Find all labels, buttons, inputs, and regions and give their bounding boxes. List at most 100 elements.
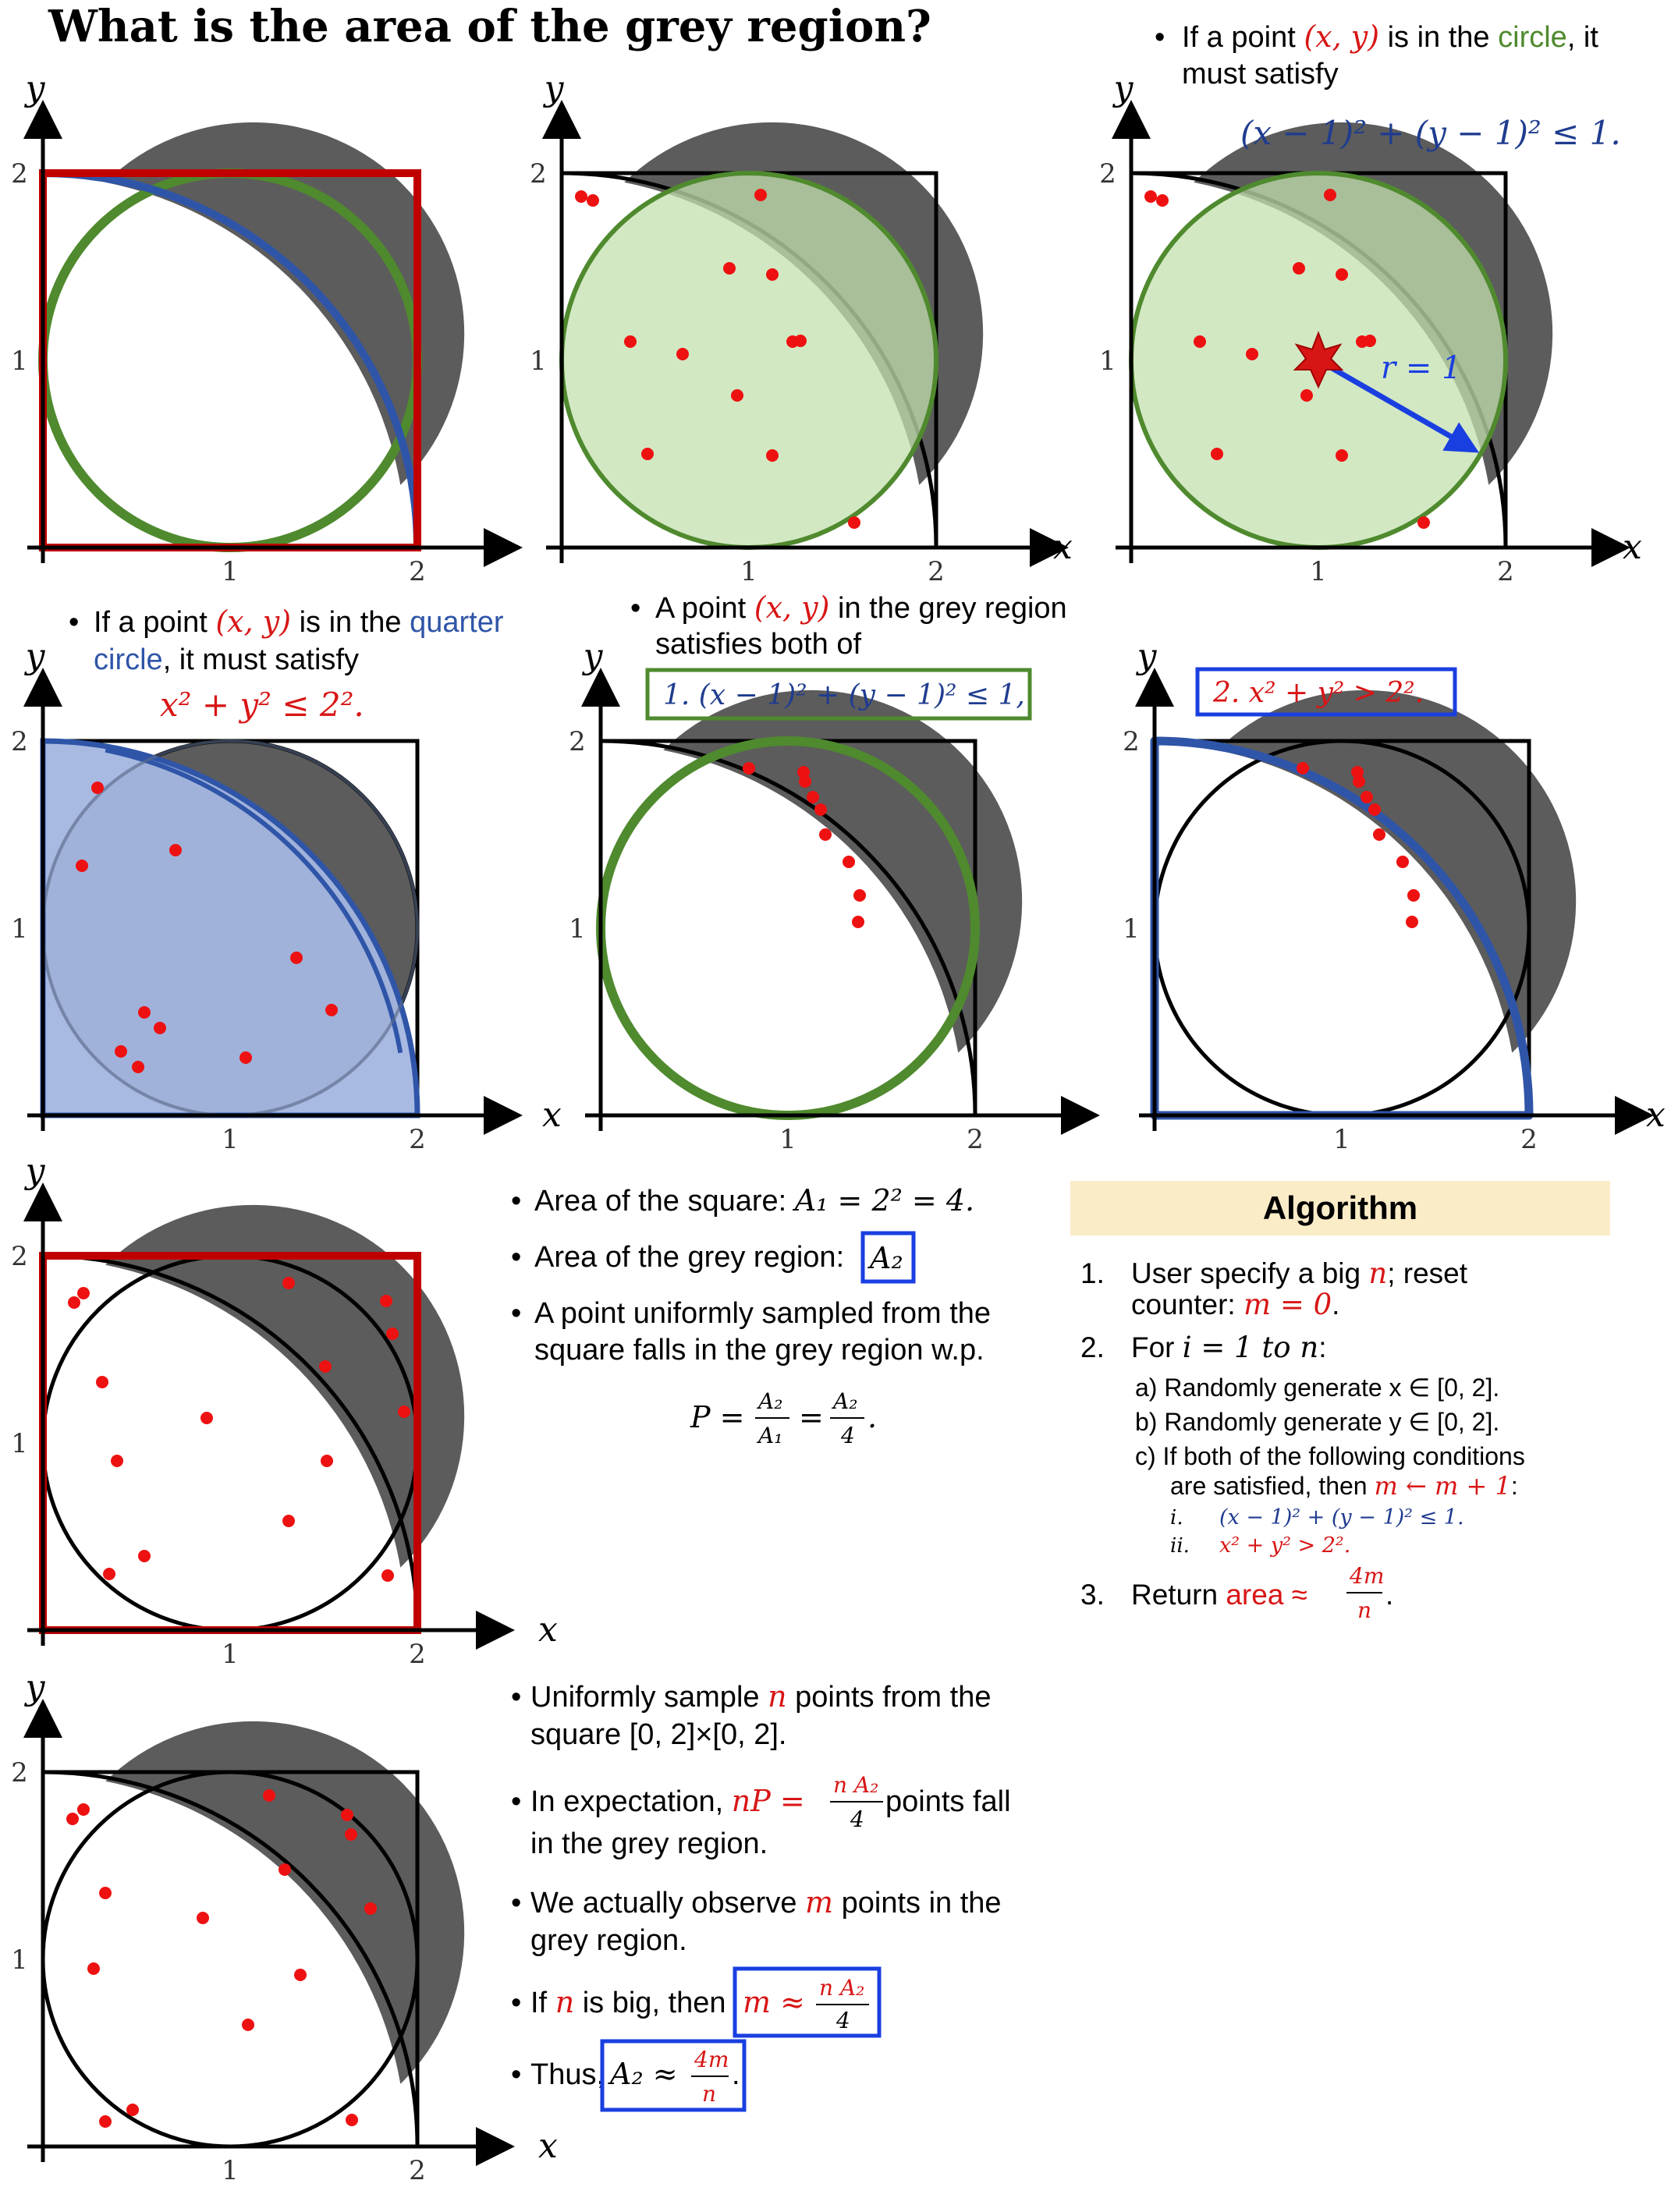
step-2b: b) Randomly generate y ∈ [0, 2].	[1135, 1408, 1499, 1436]
x-axis-label: x	[1646, 1095, 1666, 1135]
quarter-arc	[42, 1253, 420, 1631]
y-tick-label: 1	[1099, 346, 1116, 377]
center-star-icon	[1293, 331, 1344, 389]
sample-dot	[380, 1295, 392, 1307]
sample-dot	[852, 916, 864, 928]
sample-dot	[1406, 916, 1418, 928]
sample-dots	[76, 782, 338, 1073]
sample-dot	[797, 766, 810, 778]
sample-dot	[641, 448, 654, 460]
sample-dot	[799, 775, 811, 788]
step-3-end: .	[1385, 1579, 1393, 1611]
x-tick-label: 1	[222, 1639, 239, 1670]
sample-dot	[132, 1061, 144, 1073]
sample-dot	[1351, 766, 1364, 778]
cond-ii: x² + y² > 2².	[1219, 1533, 1350, 1558]
bullet-icon: •	[511, 1241, 521, 1274]
y-axis-label: y	[1112, 69, 1134, 108]
grey-region-shape	[105, 1204, 465, 1568]
step-3-number: 3.	[1080, 1579, 1105, 1611]
a2-approx: A₂ ≈	[608, 2057, 678, 2091]
sample-dots	[66, 1789, 377, 2128]
sampling-line-1: Uniformly sample n points from the	[530, 1679, 991, 1714]
p-den2: 4	[840, 1423, 855, 1448]
sample-dot	[91, 782, 104, 794]
axes-panel-8: y x 1 1 2 2	[11, 1668, 558, 2186]
sample-dot	[87, 1962, 100, 1975]
step-2-number: 2.	[1080, 1331, 1105, 1363]
bullet-icon: •	[511, 1785, 521, 1818]
x-tick-label: 1	[222, 556, 239, 587]
bullet-icon: •	[511, 1681, 521, 1714]
y-tick-label: 1	[569, 913, 586, 945]
x-tick-label: 1	[1310, 556, 1327, 587]
bullet-icon: •	[511, 1185, 521, 1218]
sample-dot	[1353, 775, 1365, 788]
x-tick-label: 1	[740, 556, 757, 587]
grey-region-shape	[663, 689, 1023, 1053]
y-tick-label: 1	[1123, 913, 1140, 945]
axes-panel-7: y x 1 1 2 2	[11, 1151, 558, 1670]
panel-3-circle-radius: r = 1	[1129, 122, 1553, 550]
sampling-explanation: • Uniformly sample n points from the squ…	[511, 1679, 1011, 2112]
probability-formula: P = A₂ A₁ = A₂ 4 .	[690, 1388, 877, 1448]
condition-2: 2. x² + y² > 2².	[1212, 677, 1424, 709]
blue-quarter-fill	[40, 738, 420, 1118]
sample-dot	[1336, 449, 1348, 462]
observe-line-1: We actually observe m points in the	[530, 1885, 1002, 1920]
step-1-line-2: counter: m = 0.	[1131, 1288, 1339, 1321]
step-2-line: For i = 1 to n:	[1131, 1331, 1326, 1364]
sample-dot	[1361, 791, 1373, 803]
sample-dot	[263, 1789, 275, 1802]
radius-arrow	[1317, 357, 1480, 453]
axes-layer: y 1 1 2 2 y x 1 1 2 2 y x 1 1 2 2 y 1 1 2 2 y x 1 1 2 2 y x 1 1 2 2 y x 1 1 2 2…	[11, 69, 1666, 2186]
sample-dot	[278, 1863, 291, 1876]
x-tick-label: 2	[967, 1124, 984, 1155]
sample-dot	[290, 952, 303, 964]
a2-symbol: A₂	[867, 1241, 903, 1275]
panel-5-grey-region	[596, 689, 1023, 1120]
y-axis-label: y	[1136, 636, 1158, 676]
sample-dot	[1211, 448, 1223, 460]
sample-dot	[115, 1045, 127, 1058]
sample-dot	[676, 348, 689, 360]
area-grey-line: Area of the grey region:	[534, 1241, 844, 1274]
sample-dot	[743, 762, 755, 775]
a2-approx-box	[600, 2039, 747, 2112]
sample-dot	[138, 1550, 151, 1562]
sample-dot	[843, 856, 855, 868]
y-tick-label: 1	[11, 1944, 28, 1976]
sample-dot	[103, 1568, 115, 1580]
grey-region-shape	[1217, 689, 1577, 1053]
sample-dot	[282, 1277, 295, 1289]
axes-panel-2: y x 1 1 2 2	[530, 69, 1073, 587]
sample-dot	[1396, 856, 1409, 868]
sample-dot	[77, 1803, 90, 1816]
axes-panel-5: y x 1 1 2 2	[542, 636, 1100, 1155]
bullet-icon: •	[511, 2058, 521, 2091]
bullet-icon: •	[630, 592, 640, 625]
condition-2-box	[1195, 667, 1457, 717]
sample-dot	[386, 1328, 399, 1340]
sample-dot	[169, 844, 182, 856]
y-tick-label: 2	[11, 158, 28, 190]
sample-dot	[381, 1569, 394, 1582]
sample-dot	[1293, 262, 1305, 275]
panel-2-circle-samples	[559, 122, 984, 550]
sample-dots	[1297, 762, 1420, 928]
note-line-2: must satisfy	[1182, 58, 1339, 90]
note-line-1: A point (x, y) in the grey region	[655, 590, 1067, 625]
sample-dot	[398, 1406, 410, 1418]
sample-dot	[200, 1412, 213, 1424]
frac-den: n	[1357, 1597, 1371, 1623]
cond-i-number: i.	[1170, 1506, 1183, 1530]
quarter-arc	[42, 1770, 420, 2147]
axes-panel-4: y 1 1 2 2	[11, 636, 523, 1155]
sample-dot	[624, 335, 637, 348]
x-tick-label: 1	[222, 2155, 239, 2186]
sample-dot	[294, 1969, 307, 1981]
x-tick-label: 2	[409, 2155, 426, 2186]
y-tick-label: 2	[569, 726, 586, 757]
green-filled-circle	[559, 171, 938, 550]
panel-3-note: • If a point (x, y) is in the circle, it…	[1155, 19, 1621, 152]
